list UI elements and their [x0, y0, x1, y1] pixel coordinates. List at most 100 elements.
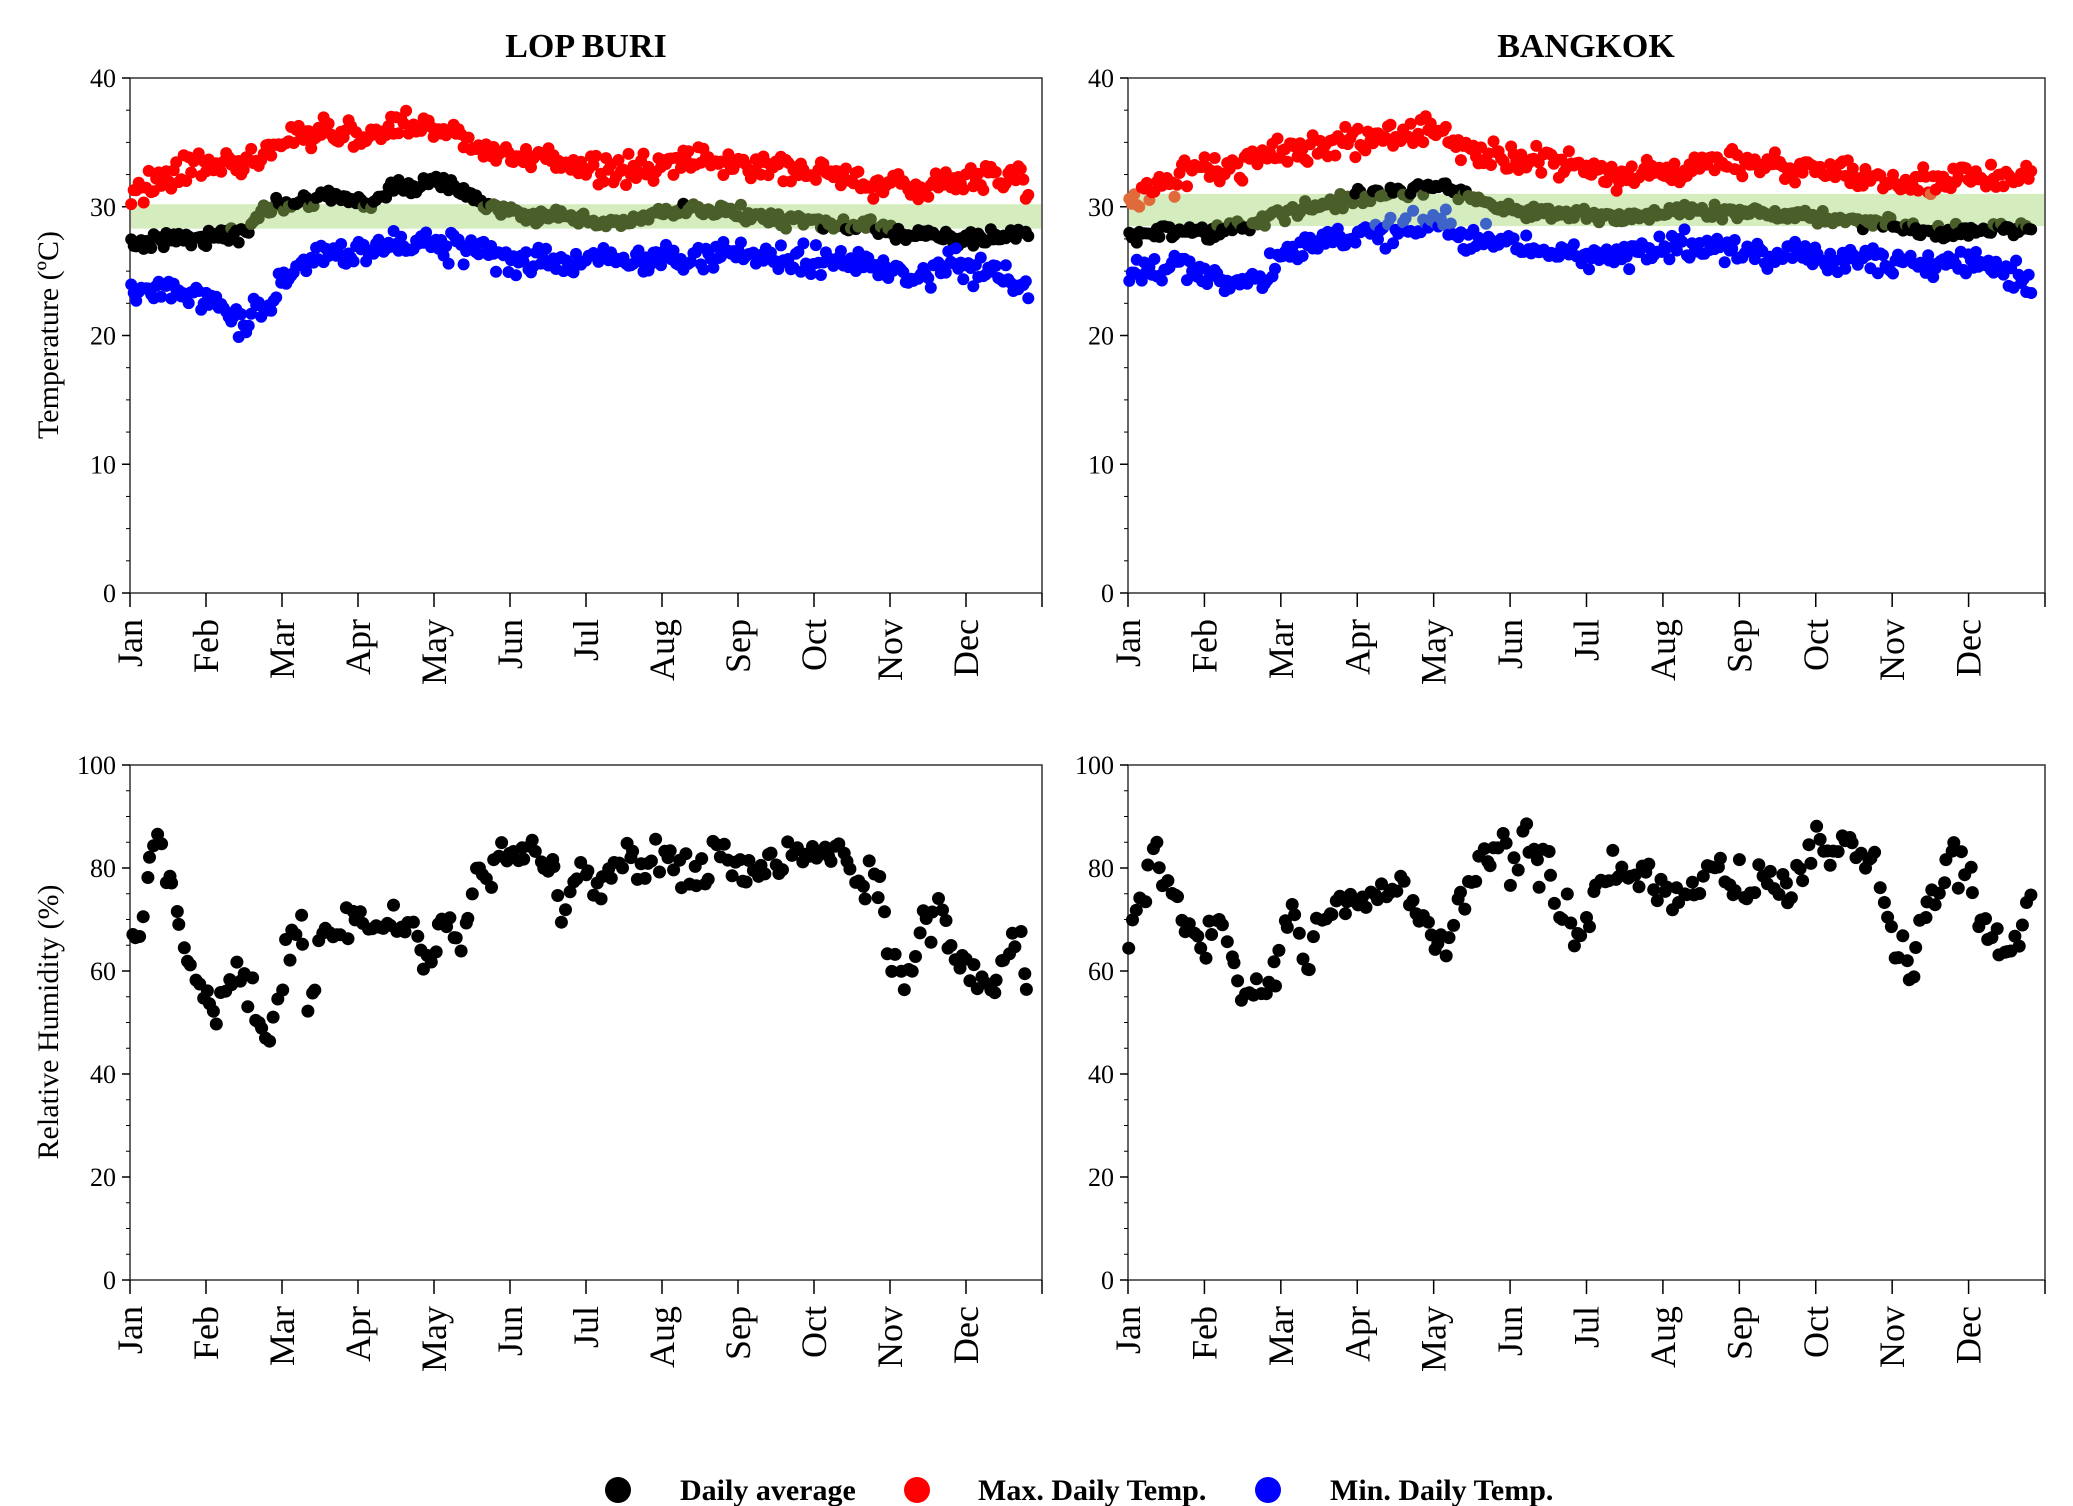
data-point — [772, 208, 785, 221]
data-point — [1567, 238, 1580, 251]
y-tick-label: 30 — [90, 193, 116, 222]
data-point — [742, 854, 756, 867]
data-point — [1560, 887, 1574, 901]
series-daily-average — [1123, 177, 2038, 249]
data-point — [1407, 204, 1420, 217]
data-point — [1406, 894, 1420, 907]
data-point — [989, 259, 1002, 272]
data-point — [1868, 845, 1882, 859]
data-point — [1153, 230, 1166, 243]
data-point — [372, 233, 385, 246]
data-point — [837, 213, 850, 226]
data-point — [905, 964, 919, 978]
x-tick-label: Dec — [946, 1306, 986, 1364]
y-tick-label: 60 — [1088, 957, 1114, 986]
data-point — [485, 880, 498, 894]
data-point — [2012, 939, 2026, 953]
data-point — [1728, 234, 1741, 246]
x-tick-label: Dec — [1949, 619, 1989, 677]
data-point — [1014, 925, 1028, 938]
data-point — [1227, 956, 1241, 970]
data-point — [1947, 836, 1961, 850]
data-point — [2008, 929, 2022, 943]
data-point — [1789, 176, 1801, 189]
data-point — [1439, 203, 1452, 216]
data-point — [1168, 190, 1181, 203]
y-tick-label: 60 — [90, 957, 116, 986]
data-point — [1728, 884, 1742, 898]
data-point — [1884, 920, 1898, 934]
data-point — [411, 929, 425, 943]
x-tick-label: Mar — [1261, 1306, 1301, 1366]
data-point — [1259, 987, 1273, 1001]
x-tick-label: Oct — [794, 619, 834, 671]
legend-label-max-temp: Max. Daily Temp. — [978, 1474, 1206, 1506]
data-point — [1285, 898, 1299, 911]
data-point — [1397, 874, 1411, 888]
panel-bangkok-humidity: 0 20 40 60 80 100 Jan Feb Mar Apr May Jun Jul Aug Sep O… — [1075, 751, 2046, 1372]
data-point — [2024, 888, 2038, 902]
data-point — [1917, 161, 1930, 174]
panel-title: LOP BURI — [505, 28, 667, 65]
data-point — [1017, 173, 1030, 186]
data-point — [1014, 163, 1027, 175]
data-point — [797, 237, 810, 250]
panel-lopburi-temperature: LOP BURI Temperature (ºC) 0 10 20 30 40 Jan Fe… — [32, 28, 1043, 685]
data-point — [776, 863, 789, 877]
data-point — [235, 308, 248, 321]
data-point — [1520, 229, 1533, 242]
data-point — [1625, 160, 1638, 173]
data-point — [1359, 900, 1373, 914]
data-point — [1668, 157, 1681, 170]
data-point — [1208, 152, 1221, 164]
data-point — [209, 1017, 223, 1031]
data-point — [974, 251, 987, 264]
data-point — [1384, 118, 1397, 131]
data-point — [415, 124, 428, 137]
data-point — [1990, 922, 2004, 936]
data-point — [1487, 135, 1500, 148]
data-point — [922, 272, 935, 285]
x-tick-label: Feb — [1184, 619, 1224, 673]
data-point — [1535, 166, 1548, 179]
data-point — [725, 869, 739, 883]
legend: Daily average Max. Daily Temp. Min. Dail… — [605, 1474, 1553, 1506]
x-tick-label: Oct — [1796, 1306, 1836, 1358]
data-point — [397, 117, 410, 130]
data-point — [1148, 253, 1161, 265]
data-point — [1387, 237, 1400, 250]
data-point — [554, 915, 568, 929]
data-point — [567, 266, 580, 279]
x-tick-label: Aug — [1643, 1306, 1683, 1368]
data-point — [241, 1000, 255, 1014]
data-point — [1606, 843, 1620, 857]
data-point — [587, 158, 600, 171]
y-tick-label: 40 — [90, 64, 116, 93]
x-tick-label: May — [414, 1306, 454, 1372]
data-point — [1296, 250, 1309, 262]
data-point — [1329, 149, 1342, 162]
data-point — [1912, 184, 1925, 197]
data-point — [809, 239, 822, 252]
data-point — [443, 911, 457, 925]
x-tick-label: Jan — [110, 1306, 150, 1354]
data-point — [1375, 877, 1388, 891]
data-point — [972, 167, 985, 180]
data-point — [141, 871, 155, 884]
data-point — [867, 192, 880, 205]
x-tick-label: Jan — [1108, 1306, 1148, 1354]
data-point — [988, 986, 1002, 1000]
data-point — [322, 117, 335, 130]
x-tick-label: Feb — [186, 1306, 226, 1360]
data-point — [774, 239, 787, 252]
data-point — [1583, 263, 1595, 276]
data-point — [1985, 158, 1997, 171]
data-point — [2022, 268, 2035, 281]
data-point — [559, 903, 572, 917]
data-point — [1873, 881, 1887, 895]
x-tick-label: Aug — [1643, 619, 1683, 681]
data-point — [133, 930, 147, 943]
data-point — [232, 236, 245, 249]
data-point — [1302, 963, 1316, 977]
data-point — [520, 246, 532, 259]
